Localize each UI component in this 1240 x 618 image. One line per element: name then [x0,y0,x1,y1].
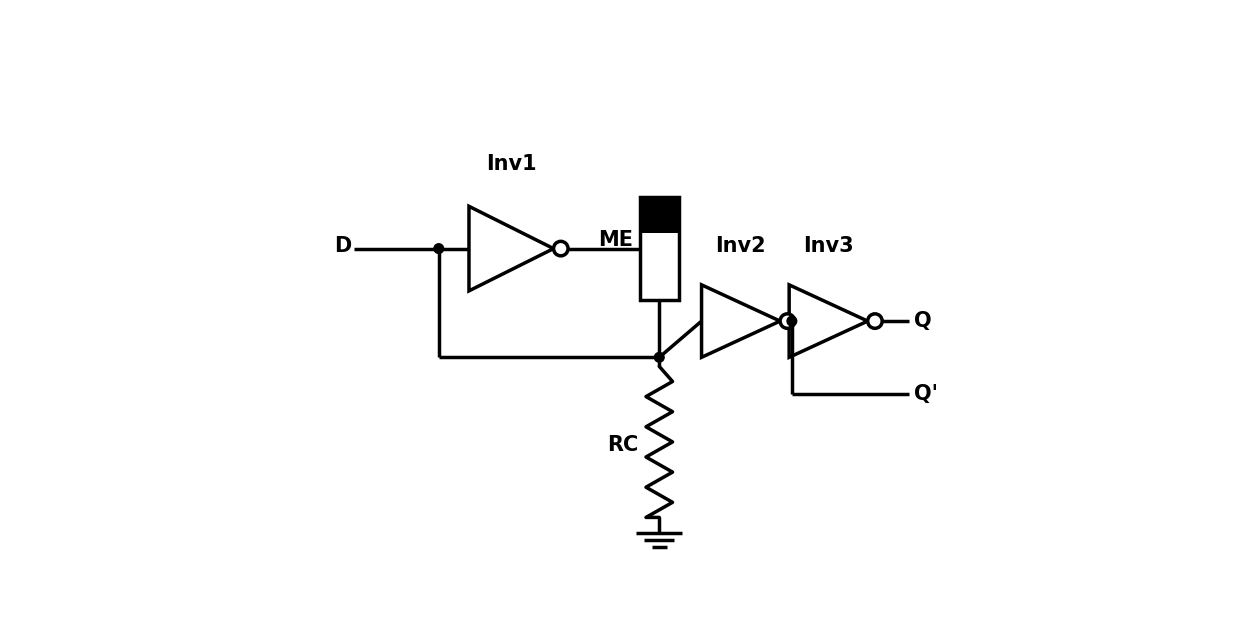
Text: Q: Q [914,311,931,331]
Circle shape [780,314,795,328]
Text: Inv3: Inv3 [804,235,853,256]
Circle shape [434,243,444,253]
Circle shape [655,352,665,362]
Text: Q': Q' [914,384,939,404]
Text: D: D [334,235,351,256]
Text: RC: RC [606,435,639,455]
Circle shape [868,314,882,328]
Bar [640,197,680,233]
Text: Inv2: Inv2 [715,235,766,256]
Bar [640,197,680,300]
Circle shape [787,316,797,326]
Text: Inv1: Inv1 [486,154,537,174]
Text: ME: ME [599,229,634,250]
Circle shape [553,242,568,256]
